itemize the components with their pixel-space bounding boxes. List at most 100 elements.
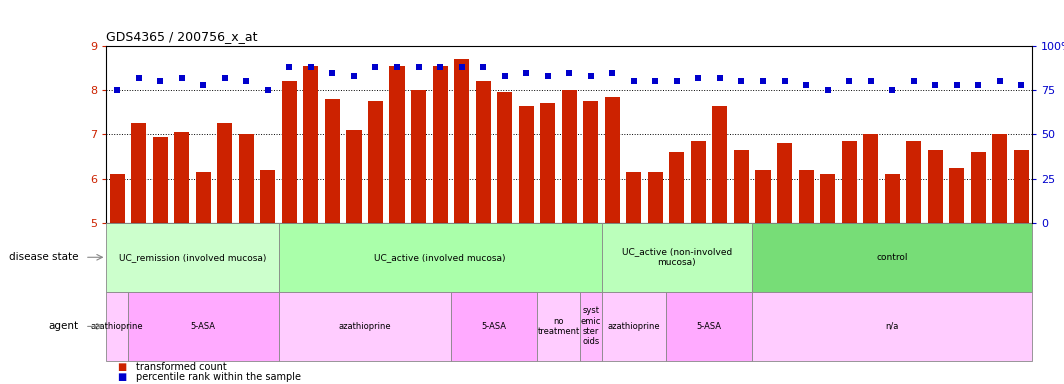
- Point: [561, 70, 578, 76]
- Bar: [217, 123, 232, 223]
- Bar: [627, 172, 642, 223]
- Bar: [863, 134, 878, 223]
- Text: disease state: disease state: [9, 252, 79, 262]
- Point: [260, 87, 277, 93]
- Bar: [691, 141, 705, 223]
- Bar: [669, 152, 684, 223]
- Bar: [734, 150, 749, 223]
- Bar: [580, 292, 601, 361]
- Bar: [752, 292, 1032, 361]
- Point: [754, 78, 771, 84]
- Bar: [604, 97, 620, 223]
- Bar: [518, 106, 534, 223]
- Bar: [347, 130, 362, 223]
- Bar: [174, 132, 189, 223]
- Bar: [820, 174, 835, 223]
- Bar: [1014, 150, 1029, 223]
- Text: percentile rank within the sample: percentile rank within the sample: [136, 372, 301, 382]
- Point: [841, 78, 858, 84]
- Text: 5-ASA: 5-ASA: [190, 322, 216, 331]
- Bar: [279, 223, 601, 292]
- Bar: [907, 141, 921, 223]
- Bar: [666, 292, 752, 361]
- Point: [302, 64, 319, 70]
- Bar: [537, 292, 580, 361]
- Bar: [601, 223, 752, 292]
- Point: [367, 64, 384, 70]
- Bar: [454, 59, 469, 223]
- Bar: [451, 292, 537, 361]
- Point: [323, 70, 340, 76]
- Point: [689, 75, 706, 81]
- Point: [238, 78, 255, 84]
- Point: [733, 78, 750, 84]
- Bar: [993, 134, 1008, 223]
- Point: [582, 73, 599, 79]
- Text: ■: ■: [117, 372, 127, 382]
- Bar: [131, 123, 146, 223]
- Bar: [752, 223, 1032, 292]
- Point: [992, 78, 1009, 84]
- Point: [195, 82, 212, 88]
- Bar: [541, 104, 555, 223]
- Text: azathioprine: azathioprine: [608, 322, 660, 331]
- Text: azathioprine: azathioprine: [338, 322, 392, 331]
- Text: syst
emic
ster
oids: syst emic ster oids: [581, 306, 601, 346]
- Bar: [928, 150, 943, 223]
- Text: ■: ■: [117, 362, 127, 372]
- Bar: [497, 93, 512, 223]
- Text: 5-ASA: 5-ASA: [697, 322, 721, 331]
- Text: GDS4365 / 200756_x_at: GDS4365 / 200756_x_at: [106, 30, 257, 43]
- Point: [819, 87, 836, 93]
- Bar: [648, 172, 663, 223]
- Text: transformed count: transformed count: [136, 362, 227, 372]
- Point: [281, 64, 298, 70]
- Point: [862, 78, 879, 84]
- Bar: [261, 170, 276, 223]
- Bar: [713, 106, 728, 223]
- Point: [905, 78, 922, 84]
- Bar: [411, 90, 426, 223]
- Bar: [476, 81, 491, 223]
- Bar: [798, 170, 814, 223]
- Bar: [970, 152, 985, 223]
- Bar: [325, 99, 340, 223]
- Point: [216, 75, 233, 81]
- Bar: [601, 292, 666, 361]
- Text: n/a: n/a: [885, 322, 899, 331]
- Bar: [884, 174, 900, 223]
- Point: [109, 87, 126, 93]
- Bar: [106, 292, 128, 361]
- Bar: [110, 174, 124, 223]
- Point: [453, 64, 470, 70]
- Point: [130, 75, 147, 81]
- Text: control: control: [877, 253, 908, 262]
- Point: [647, 78, 664, 84]
- Point: [626, 78, 643, 84]
- Bar: [777, 143, 792, 223]
- Point: [712, 75, 729, 81]
- Text: agent: agent: [48, 321, 79, 331]
- Point: [496, 73, 513, 79]
- Point: [883, 87, 900, 93]
- Bar: [282, 81, 297, 223]
- Bar: [238, 134, 254, 223]
- Point: [410, 64, 427, 70]
- Bar: [196, 172, 211, 223]
- Point: [969, 82, 986, 88]
- Bar: [303, 66, 318, 223]
- Bar: [153, 137, 168, 223]
- Bar: [128, 292, 279, 361]
- Point: [475, 64, 492, 70]
- Bar: [562, 90, 577, 223]
- Point: [798, 82, 815, 88]
- Point: [432, 64, 449, 70]
- Point: [776, 78, 793, 84]
- Text: UC_active (non-involved
mucosa): UC_active (non-involved mucosa): [621, 248, 732, 267]
- Bar: [368, 101, 383, 223]
- Point: [1013, 82, 1030, 88]
- Point: [927, 82, 944, 88]
- Bar: [583, 101, 598, 223]
- Text: no
treatment: no treatment: [537, 317, 580, 336]
- Point: [603, 70, 620, 76]
